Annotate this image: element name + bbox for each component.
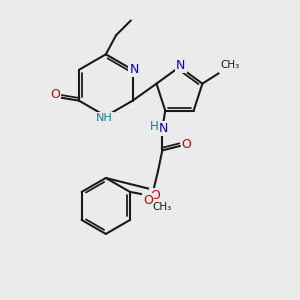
Text: H: H [150,120,158,133]
Text: N: N [129,63,139,76]
Text: N: N [159,122,169,135]
Text: O: O [182,138,191,151]
Text: O: O [50,88,60,101]
Text: O: O [150,189,160,202]
Text: N: N [176,59,186,72]
Text: CH₃: CH₃ [153,202,172,212]
Text: NH: NH [96,112,113,123]
Text: O: O [143,194,153,207]
Text: CH₃: CH₃ [220,60,239,70]
